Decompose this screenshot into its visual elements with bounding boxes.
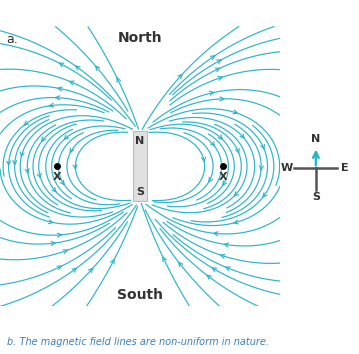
FancyArrowPatch shape: [210, 56, 215, 59]
FancyArrowPatch shape: [209, 177, 213, 182]
FancyArrowPatch shape: [42, 137, 46, 141]
Text: X: X: [219, 172, 228, 182]
FancyArrowPatch shape: [202, 157, 206, 161]
Text: N: N: [135, 136, 145, 146]
FancyArrowPatch shape: [226, 267, 230, 270]
FancyArrowPatch shape: [117, 78, 121, 82]
Bar: [133, 131, 147, 201]
FancyArrowPatch shape: [215, 68, 220, 72]
FancyArrowPatch shape: [233, 110, 237, 114]
FancyArrowPatch shape: [95, 66, 100, 70]
FancyArrowPatch shape: [70, 81, 74, 85]
FancyArrowPatch shape: [89, 268, 93, 273]
FancyArrowPatch shape: [207, 275, 211, 279]
FancyArrowPatch shape: [218, 135, 222, 139]
FancyArrowPatch shape: [261, 144, 265, 149]
FancyArrowPatch shape: [212, 268, 216, 272]
FancyArrowPatch shape: [221, 255, 225, 258]
FancyArrowPatch shape: [72, 268, 76, 272]
FancyArrowPatch shape: [217, 60, 221, 63]
FancyArrowPatch shape: [57, 266, 61, 270]
FancyArrowPatch shape: [59, 63, 64, 67]
FancyArrowPatch shape: [24, 121, 29, 125]
FancyArrowPatch shape: [234, 220, 238, 224]
FancyArrowPatch shape: [13, 161, 17, 165]
FancyArrowPatch shape: [218, 76, 222, 80]
FancyArrowPatch shape: [7, 161, 10, 165]
FancyArrowPatch shape: [70, 148, 74, 153]
FancyArrowPatch shape: [223, 181, 227, 185]
Text: a.: a.: [7, 33, 18, 46]
FancyArrowPatch shape: [37, 173, 41, 178]
FancyArrowPatch shape: [220, 97, 224, 101]
FancyArrowPatch shape: [260, 166, 264, 170]
Text: X: X: [52, 172, 61, 182]
Text: b. The magnetic field lines are non-uniform in nature.: b. The magnetic field lines are non-unif…: [7, 337, 269, 347]
Text: W: W: [281, 163, 293, 173]
FancyArrowPatch shape: [111, 259, 114, 264]
FancyArrowPatch shape: [263, 193, 267, 197]
Text: N: N: [311, 134, 321, 144]
Text: S: S: [136, 187, 144, 197]
FancyArrowPatch shape: [57, 233, 62, 237]
Text: S: S: [312, 192, 320, 202]
FancyArrowPatch shape: [50, 103, 54, 107]
FancyArrowPatch shape: [25, 169, 29, 173]
FancyArrowPatch shape: [63, 250, 67, 253]
FancyArrowPatch shape: [52, 188, 56, 192]
FancyArrowPatch shape: [234, 192, 239, 196]
FancyArrowPatch shape: [60, 181, 64, 185]
FancyArrowPatch shape: [58, 87, 62, 91]
FancyArrowPatch shape: [210, 91, 214, 95]
Text: North: North: [118, 31, 162, 45]
FancyArrowPatch shape: [236, 148, 239, 153]
FancyArrowPatch shape: [224, 243, 229, 247]
FancyArrowPatch shape: [163, 257, 166, 262]
FancyArrowPatch shape: [56, 96, 60, 100]
FancyArrowPatch shape: [51, 241, 55, 245]
FancyArrowPatch shape: [240, 134, 244, 138]
Text: E: E: [341, 163, 349, 173]
FancyArrowPatch shape: [48, 220, 53, 224]
FancyArrowPatch shape: [20, 152, 24, 156]
Text: South: South: [117, 288, 163, 302]
FancyArrowPatch shape: [210, 142, 214, 146]
FancyArrowPatch shape: [76, 66, 80, 70]
FancyArrowPatch shape: [214, 232, 218, 236]
FancyArrowPatch shape: [179, 262, 183, 267]
FancyArrowPatch shape: [64, 135, 69, 139]
FancyArrowPatch shape: [178, 74, 182, 79]
FancyArrowPatch shape: [73, 165, 77, 169]
